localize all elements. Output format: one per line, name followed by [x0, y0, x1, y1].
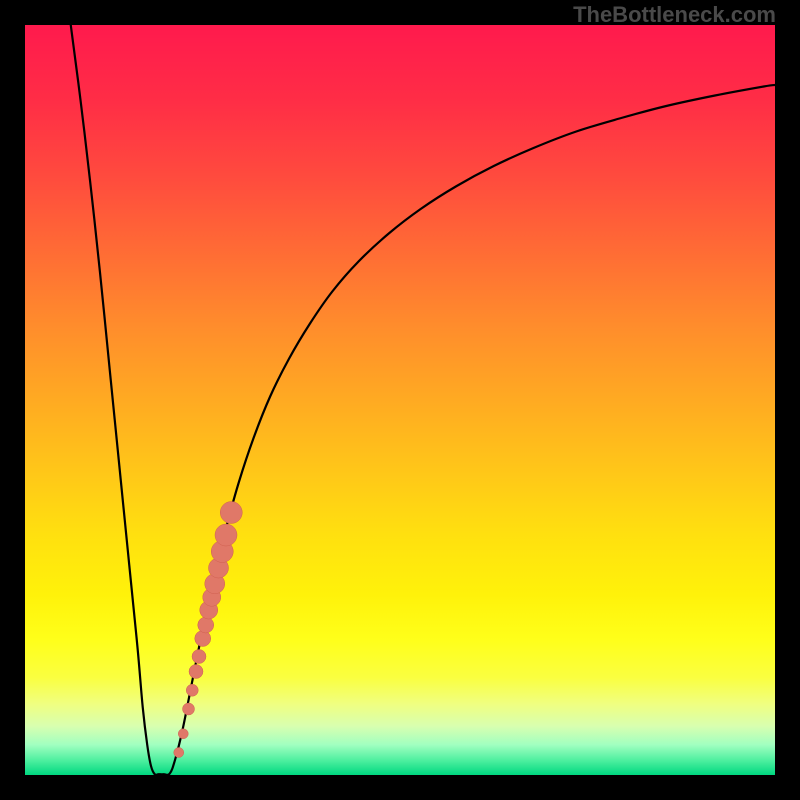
- data-marker: [186, 684, 198, 696]
- data-marker: [174, 748, 184, 758]
- attribution-label: TheBottleneck.com: [573, 2, 776, 28]
- gradient-background: [25, 25, 775, 775]
- data-marker: [189, 665, 203, 679]
- data-marker: [183, 703, 195, 715]
- chart-container: TheBottleneck.com: [0, 0, 800, 800]
- data-marker: [195, 631, 211, 647]
- data-marker: [198, 617, 214, 633]
- data-marker: [192, 650, 206, 664]
- data-marker: [220, 502, 242, 524]
- bottleneck-curve-chart: [25, 25, 775, 775]
- data-marker: [215, 524, 237, 546]
- data-marker: [178, 729, 188, 739]
